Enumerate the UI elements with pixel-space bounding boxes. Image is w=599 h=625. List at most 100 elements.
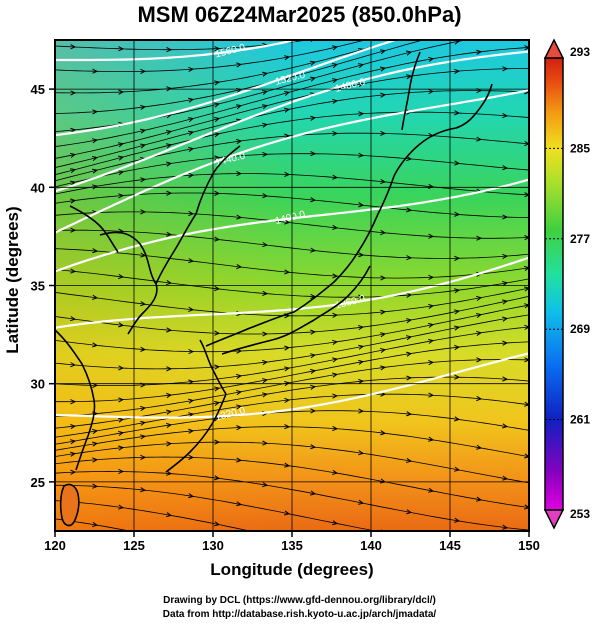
- wind-arrow: [188, 428, 195, 434]
- wind-arrow: [380, 347, 387, 354]
- wind-arrow: [331, 45, 339, 51]
- wind-arrow: [310, 384, 317, 390]
- wind-arrow: [140, 301, 147, 307]
- colorbar-tick-label: 253: [570, 507, 590, 521]
- wind-arrow: [428, 88, 435, 95]
- x-axis-label: Longitude (degrees): [210, 560, 374, 579]
- wind-arrow: [405, 335, 413, 341]
- wind-arrow: [358, 294, 365, 300]
- wind-arrow: [261, 71, 269, 77]
- wind-arrow: [214, 155, 221, 161]
- wind-arrow: [118, 89, 125, 95]
- wind-arrow: [502, 31, 507, 35]
- wind-arrow: [140, 346, 147, 352]
- wind-arrow: [476, 544, 481, 548]
- hokkaido-coast: [393, 83, 493, 177]
- x-tick-label: 140: [360, 538, 382, 553]
- honshu-south-coast: [221, 265, 371, 355]
- colorbar-ticks: 293 285 277 269 261 253: [545, 45, 590, 521]
- wind-arrow: [70, 268, 77, 274]
- wind-arrow: [358, 359, 365, 365]
- wind-arrow: [406, 255, 413, 261]
- wind-arrow: [214, 236, 221, 242]
- wind-arrow: [284, 462, 291, 468]
- height-contour: [55, 40, 399, 137]
- wind-arrow: [332, 357, 339, 363]
- wind-arrow: [502, 165, 509, 171]
- wind-arrow: [118, 273, 125, 280]
- wind-arrow: [236, 171, 243, 177]
- wind-arrow: [118, 170, 125, 176]
- wind-arrow: [524, 192, 529, 198]
- wind-arrow: [70, 316, 77, 322]
- wind-arrow: [140, 487, 147, 493]
- wind-arrow: [166, 512, 173, 518]
- wind-arrow: [380, 229, 387, 236]
- wind-arrow: [70, 362, 77, 368]
- wind-arrow: [284, 424, 291, 430]
- wind-arrow: [284, 91, 291, 96]
- wind-arrow: [236, 138, 243, 145]
- wind-arrow: [454, 160, 461, 166]
- wind-arrow: [262, 482, 269, 488]
- x-tick-label: 150: [518, 538, 540, 553]
- colorbar-tick-label: 269: [570, 322, 590, 336]
- colorbar-tick-label: 285: [570, 141, 590, 155]
- wind-arrow: [332, 469, 339, 475]
- wind-arrow: [428, 56, 435, 63]
- wind-arrow: [166, 231, 173, 237]
- wind-arrow: [406, 411, 413, 417]
- wind-arrow: [188, 306, 195, 312]
- wind-arrow: [502, 475, 509, 481]
- wind-arrow: [236, 501, 243, 507]
- wind-arrow: [92, 138, 99, 144]
- wind-arrow: [454, 288, 461, 294]
- wind-arrow: [188, 258, 195, 264]
- streamline: [55, 500, 253, 531]
- wind-arrow: [406, 50, 413, 56]
- wind-arrow: [428, 303, 435, 310]
- wind-arrow: [262, 242, 269, 248]
- wind-arrow: [454, 344, 461, 351]
- wind-arrow: [118, 397, 125, 403]
- wind-arrow: [166, 409, 173, 415]
- wind-arrow: [524, 324, 529, 330]
- wind-arrow: [358, 202, 365, 208]
- wind-arrow: [92, 184, 99, 190]
- wind-arrow: [524, 401, 529, 407]
- wind-arrow: [310, 329, 317, 335]
- y-axis-ticks: 25 30 35 40 45: [31, 82, 55, 490]
- wind-arrow: [476, 235, 483, 241]
- wind-arrow: [236, 62, 243, 68]
- wind-arrow: [140, 209, 147, 215]
- wind-arrow: [140, 434, 147, 440]
- wind-arrow: [188, 454, 195, 460]
- y-tick-label: 25: [31, 475, 45, 490]
- wind-arrow: [236, 404, 243, 410]
- wind-arrow: [92, 294, 99, 300]
- wind-arrow: [118, 430, 125, 437]
- wind-arrow: [476, 6, 481, 10]
- wind-arrow: [380, 309, 387, 315]
- wind-arrow: [188, 130, 195, 136]
- wind-arrow: [428, 20, 433, 24]
- streamline: [55, 441, 529, 484]
- wind-arrow: [454, 466, 461, 472]
- wind-arrow: [358, 152, 365, 158]
- wind-arrow: [310, 353, 317, 359]
- wind-arrow: [236, 104, 243, 110]
- china-coast: [55, 329, 96, 471]
- wind-arrow: [380, 430, 387, 436]
- wind-arrow: [502, 66, 509, 72]
- wind-arrow: [406, 509, 413, 515]
- wind-arrow: [92, 342, 99, 348]
- streamline: [55, 229, 529, 259]
- wind-arrow: [454, 211, 461, 217]
- wind-arrow: [476, 330, 483, 337]
- wind-arrow: [406, 318, 413, 324]
- wind-arrow: [166, 190, 173, 196]
- wind-arrow: [284, 171, 291, 177]
- wind-arrow: [236, 263, 243, 270]
- wind-arrow: [92, 68, 99, 74]
- wind-arrow: [70, 198, 77, 204]
